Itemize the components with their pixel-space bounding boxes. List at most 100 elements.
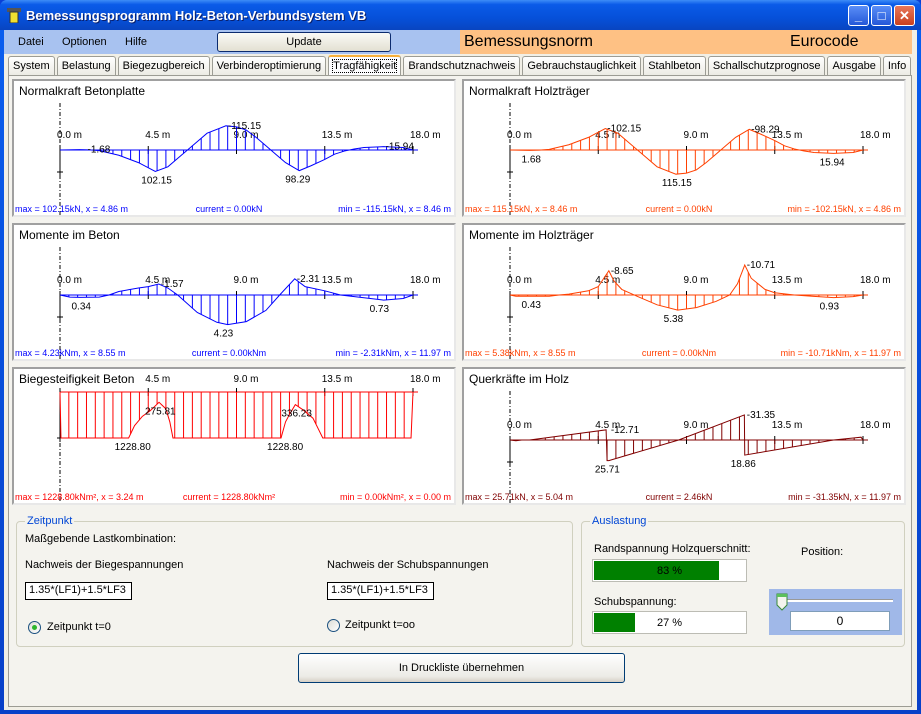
value-label: 336.23 [281, 409, 312, 420]
x-tick-label: 18.0 m [410, 130, 441, 141]
footer-max: max = 4.23kNm, x = 8.55 m [15, 348, 126, 358]
chart-title: Normalkraft Holzträger [469, 84, 590, 98]
position-panel: 0 [769, 589, 902, 635]
value-label: -115.15 [228, 121, 262, 132]
tab-belastung[interactable]: Belastung [56, 56, 116, 75]
tab-schallschutzprognose[interactable]: Schallschutzprognose [707, 56, 826, 75]
footer-max: max = 102.15kN, x = 4.86 m [15, 204, 128, 214]
chart-normalkraft-holztraeger[interactable]: Normalkraft Holzträger 0.0 m 4.5 m 9.0 m 13.… [462, 79, 906, 217]
window-title: Bemessungsprogramm Holz-Beton-Verbundsys… [26, 8, 367, 23]
chart-biegesteifigkeit-beton[interactable]: Biegesteifigkeit Beton 4.5 m 9.0 m 13.5 m 18… [12, 367, 456, 505]
value-label: 25.71 [595, 465, 620, 476]
value-label: -10.71 [747, 260, 776, 271]
position-slider-track[interactable] [779, 599, 893, 602]
x-tick-label: 13.5 m [772, 130, 803, 141]
chart-title: Normalkraft Betonplatte [19, 84, 145, 98]
title-bar[interactable]: Bemessungsprogramm Holz-Beton-Verbundsys… [0, 0, 921, 30]
tab-label: Info [887, 60, 907, 72]
x-tick-label: 4.5 m [595, 420, 620, 431]
menu-optionen[interactable]: Optionen [62, 36, 107, 48]
value-label: 0.43 [521, 300, 541, 311]
position-label: Position: [801, 546, 844, 558]
x-tick-label: 13.5 m [772, 420, 803, 431]
tab-label: Belastung [61, 60, 111, 72]
x-tick-label: 4.5 m [145, 275, 170, 286]
x-tick-label: 4.5 m [145, 130, 170, 141]
tab-info[interactable]: Info [882, 56, 912, 75]
client-area: Datei Optionen Hilfe Update Bemessungsno… [4, 30, 917, 710]
maximize-button[interactable]: □ [871, 5, 892, 26]
schub-label: Nachweis der Schubspannungen [327, 559, 489, 571]
value-label: -98.29 [751, 124, 780, 135]
curve-line [59, 391, 414, 439]
chart-svg: Querkräfte im Holz 0.0 m 4.5 m 9.0 m 13.5 m 1… [465, 372, 901, 503]
radio-t0-label[interactable]: Zeitpunkt t=0 [47, 621, 111, 633]
chart-title: Querkräfte im Holz [469, 372, 569, 386]
schubspannung-progress-fill [594, 613, 635, 632]
lastkombination-heading: Maßgebende Lastkombination: [25, 533, 177, 545]
zeitpunkt-legend: Zeitpunkt [25, 515, 75, 527]
chart-svg: Biegesteifigkeit Beton 4.5 m 9.0 m 13.5 m 18… [15, 372, 451, 503]
tab-gebrauchstauglichkeit[interactable]: Gebrauchstauglichkeit [522, 56, 642, 75]
tab-label: Schallschutzprognose [712, 60, 821, 72]
randspannung-percent: 83 % [656, 565, 683, 577]
footer-min: min = -2.31kNm, x = 11.97 m [336, 348, 451, 358]
tab-stahlbeton[interactable]: Stahlbeton [643, 56, 706, 75]
curve-line [509, 414, 864, 462]
chart-momente-holztraeger[interactable]: Momente im Holzträger 0.0 m 4.5 m 9.0 m 13.5… [462, 223, 906, 361]
value-label: 5.38 [664, 314, 684, 325]
tab-system[interactable]: System [8, 56, 55, 75]
value-label: 102.15 [141, 175, 172, 186]
footer-max: max = 5.38kNm, x = 8.55 m [465, 348, 576, 358]
app-icon [7, 8, 21, 23]
radio-tinf[interactable] [327, 619, 340, 632]
footer-current: current = 0.00kN [196, 204, 263, 214]
chart-title: Momente im Beton [19, 228, 120, 242]
x-tick-label: 18.0 m [410, 275, 441, 286]
biege-lastkombination-field: 1.35*(LF1)+1.5*LF3 [25, 582, 132, 600]
x-tick-label: 0.0 m [507, 275, 532, 286]
in-druckliste-uebernehmen-button[interactable]: In Druckliste übernehmen [298, 653, 625, 683]
radio-tinf-label[interactable]: Zeitpunkt t=oo [345, 619, 416, 631]
position-value-field[interactable]: 0 [790, 611, 890, 631]
menu-datei[interactable]: Datei [18, 36, 44, 48]
footer-max: max = 115.15kN, x = 8.46 m [465, 204, 577, 214]
chart-title: Momente im Holzträger [469, 228, 594, 242]
biege-label: Nachweis der Biegespannungen [25, 559, 184, 571]
x-tick-label: 9.0 m [234, 130, 259, 141]
tab-bar: System Belastung Biegezugbereich Verbind… [8, 55, 913, 75]
tragfaehigkeit-page: Normalkraft Betonplatte 0.0 m 4.5 m 9.0 m 13… [8, 75, 912, 707]
value-label: 18.86 [731, 459, 756, 470]
x-tick-label: 0.0 m [57, 275, 82, 286]
value-label: 1.68 [521, 154, 541, 165]
tab-biegezugbereich[interactable]: Biegezugbereich [117, 56, 210, 75]
x-tick-label: 9.0 m [684, 130, 709, 141]
tab-label: Gebrauchstauglichkeit [527, 60, 637, 72]
value-label: -8.65 [611, 266, 634, 277]
footer-current: current = 0.00kNm [642, 348, 716, 358]
tab-brandschutznachweis[interactable]: Brandschutznachweis [403, 56, 521, 75]
tab-verbinderoptimierung[interactable]: Verbinderoptimierung [211, 56, 327, 75]
tab-label: Verbinderoptimierung [216, 60, 322, 72]
tab-tragfaehigkeit[interactable]: Tragfähigkeit [328, 55, 402, 75]
minimize-button[interactable]: _ [848, 5, 869, 26]
value-label: 0.93 [820, 302, 840, 313]
value-label: -31.35 [747, 410, 776, 421]
update-button[interactable]: Update [217, 32, 391, 52]
chart-querkraefte-holz[interactable]: Querkräfte im Holz 0.0 m 4.5 m 9.0 m 13.5 m 1… [462, 367, 906, 505]
norm-banner: Bemessungsnorm Eurocode [460, 30, 912, 54]
value-label: -102.15 [607, 124, 641, 135]
chart-momente-beton[interactable]: Momente im Beton 0.0 m 4.5 m 9.0 m 13.5 m 18.… [12, 223, 456, 361]
tab-ausgabe[interactable]: Ausgabe [827, 56, 881, 75]
value-label: -2.31 [297, 274, 320, 285]
x-tick-label: 4.5 m [595, 130, 620, 141]
x-tick-label: 9.0 m [684, 275, 709, 286]
x-tick-label: 9.0 m [234, 275, 259, 286]
radio-t0[interactable] [28, 621, 41, 634]
randspannung-progress-fill [594, 561, 720, 580]
position-slider-thumb[interactable] [776, 593, 788, 611]
close-button[interactable]: ✕ [894, 5, 915, 26]
menu-hilfe[interactable]: Hilfe [125, 36, 148, 48]
chart-normalkraft-betonplatte[interactable]: Normalkraft Betonplatte 0.0 m 4.5 m 9.0 m 13… [12, 79, 456, 217]
norm-label: Bemessungsnorm [464, 33, 593, 50]
